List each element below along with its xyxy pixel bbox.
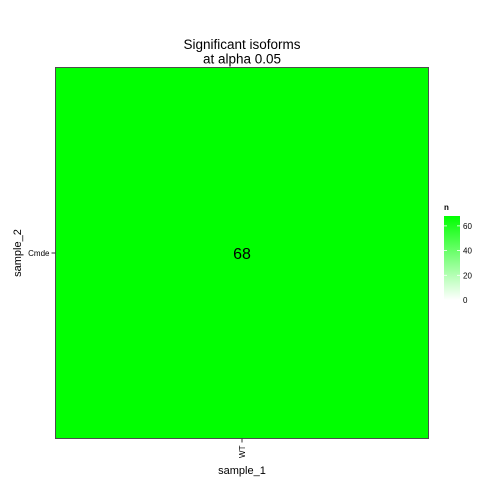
chart-title-line-1: Significant isoforms [183,37,300,52]
color-legend: n 0 20 40 60 [444,203,472,305]
legend-tick-label: 40 [463,247,472,256]
legend-title: n [444,203,449,212]
legend-ticks: 0 20 40 60 [444,222,472,305]
heatmap-cells: 68 [55,67,429,439]
y-axis-title: sample_2 [12,229,24,277]
y-tick-label: Cmde [28,249,50,258]
heatmap-cell [55,67,429,439]
y-axis: Cmde [28,249,56,258]
legend-tick-label: 20 [463,271,472,280]
legend-tick-label: 0 [463,296,468,305]
x-axis-title: sample_1 [218,465,266,477]
legend-colorbar [444,216,460,300]
chart-title-line-2: at alpha 0.05 [203,52,281,67]
legend-tick-label: 60 [463,222,472,231]
x-tick-label: WT [238,445,247,458]
cell-value-label: 68 [233,246,251,263]
x-axis: WT [238,438,247,458]
